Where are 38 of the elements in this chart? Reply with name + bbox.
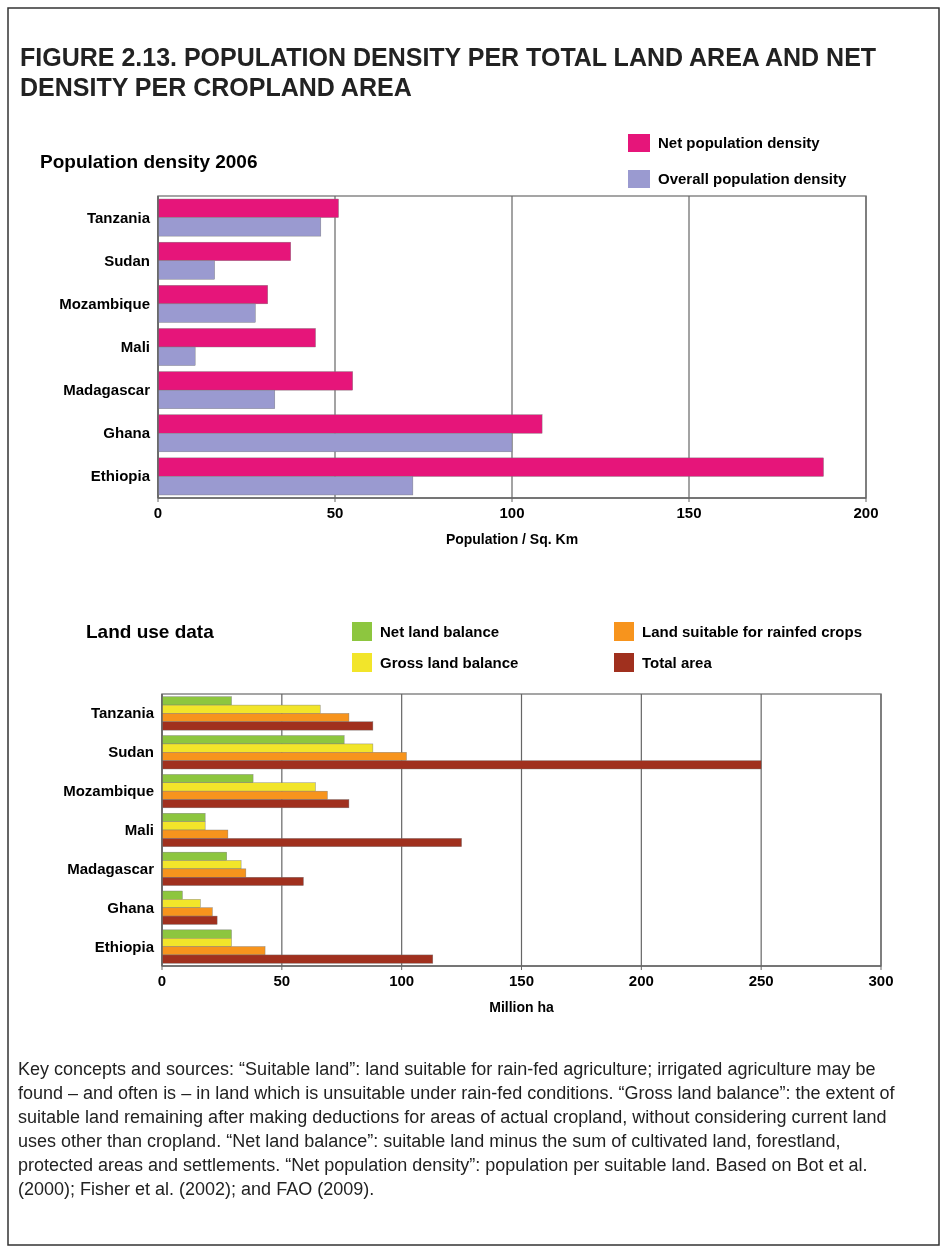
x-tick-label: 200 — [853, 504, 879, 521]
y-tick-label: Ethiopia — [94, 937, 155, 955]
y-tick-label: Mali — [120, 338, 150, 355]
y-tick-label: Ethiopia — [90, 467, 151, 485]
x-axis-title: Population / Sq. Km — [445, 531, 579, 547]
x-axis-title: Million ha — [489, 999, 554, 1015]
y-tick-label: Sudan — [108, 743, 154, 761]
legend-label: Total area — [642, 654, 713, 671]
x-tick-label: 250 — [748, 972, 774, 989]
x-tick-label: 150 — [676, 504, 702, 521]
y-tick-label: Mozambique — [63, 782, 154, 800]
x-tick-label: 50 — [273, 972, 291, 989]
y-tick-label: Ghana — [107, 898, 155, 916]
legend-label: Overall population density — [658, 170, 848, 187]
y-tick-label: Tanzania — [90, 704, 155, 722]
chart-title: Land use data — [86, 621, 215, 642]
x-tick-label: 50 — [326, 504, 344, 521]
y-tick-label: Madagascar — [63, 381, 151, 399]
x-tick-label: 100 — [499, 504, 525, 521]
text: Key concepts and sources: “Suitable land”: land suitable for rain-fed agriculture; irrigated agriculture may be found – and often is – in land which is unsuitable under rain-fed conditions. “Gross land balance”: the extent of suitable land remaining after making deductions for areas of actual cropland, without considering current land uses other than cropland. “Net land balance”: suitable land minus the sum of cultivated land, forestland, protected areas and settlements. “Net population density”: population per suitable land. Based on Bot et al. (2000); Fisher et al. (2002); and FAO (2009). — [18, 1059, 896, 1199]
x-tick-label: 150 — [508, 972, 535, 989]
legend-label: Gross land balance — [380, 654, 519, 671]
y-tick-label: Ghana — [103, 424, 151, 442]
x-tick-label: 200 — [628, 972, 654, 989]
y-tick-label: Madagascar — [67, 859, 155, 877]
x-tick-label: 100 — [389, 972, 415, 989]
legend-label: Net population density — [658, 134, 821, 151]
x-tick-label: 300 — [868, 972, 894, 989]
y-tick-label: Sudan — [104, 251, 150, 269]
y-tick-label: Mali — [124, 821, 154, 838]
chart-title: FIGURE 2.13. POPULATION DENSITY PER TOTAL LAND AREA AND NET DENSITY PER CROPLAND AREA — [20, 43, 877, 101]
x-tick-label: 0 — [157, 972, 167, 989]
legend-label: Land suitable for rainfed crops — [642, 623, 863, 640]
y-tick-label: Tanzania — [86, 208, 151, 226]
legend-label: Net land balance — [380, 623, 500, 640]
x-tick-label: 0 — [153, 504, 163, 521]
y-tick-label: Mozambique — [59, 294, 150, 312]
chart-subtitle: Population density 2006 — [40, 151, 258, 172]
